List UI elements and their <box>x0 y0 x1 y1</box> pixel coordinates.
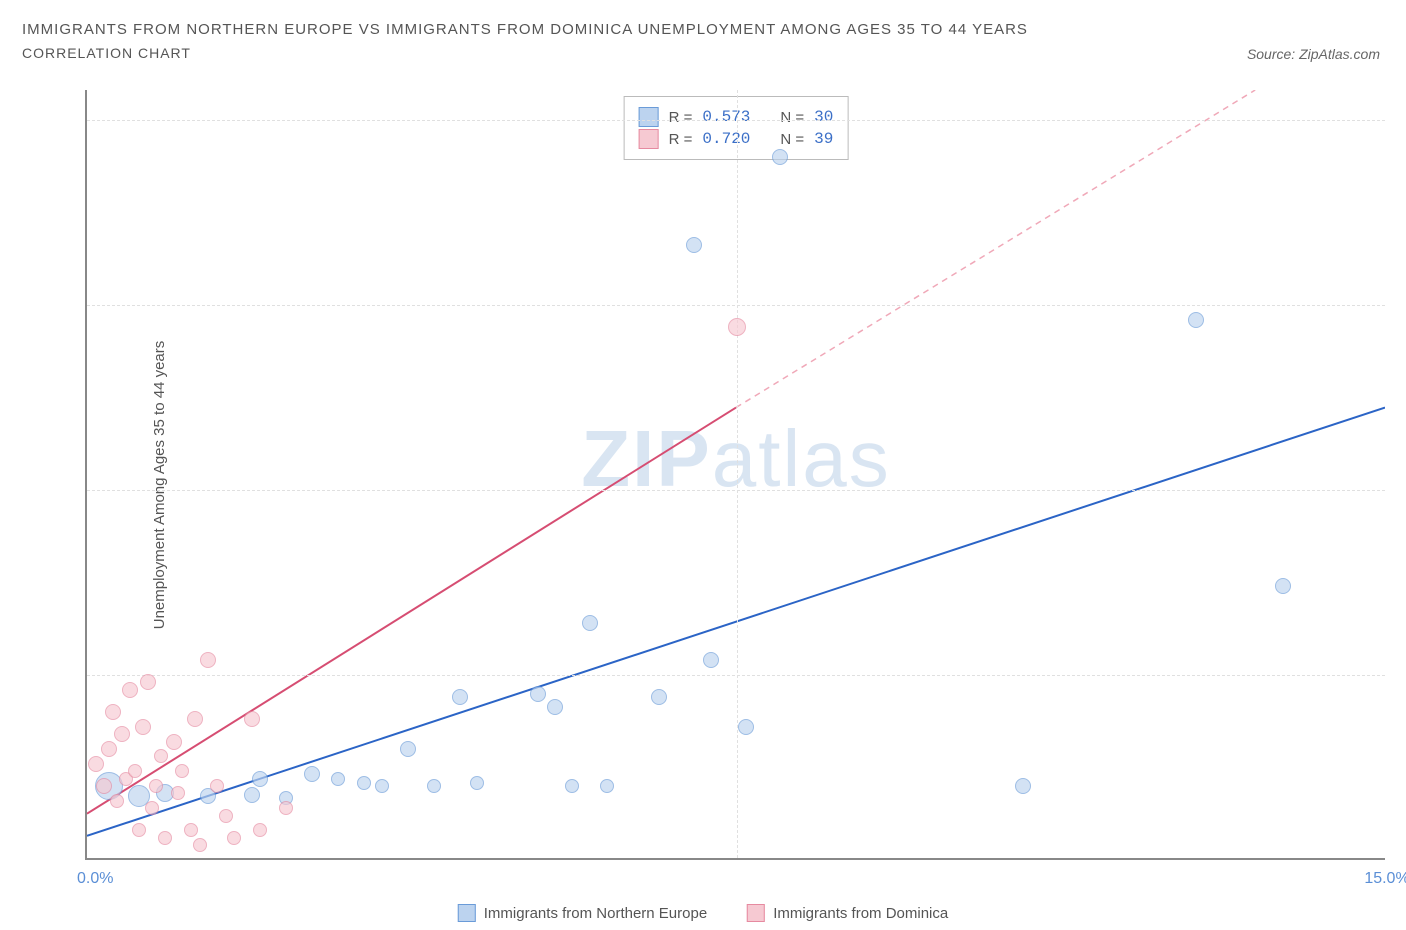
data-point-ne <box>252 771 268 787</box>
data-point-ne <box>400 741 416 757</box>
legend-label-ne: Immigrants from Northern Europe <box>484 905 707 922</box>
source-prefix: Source: <box>1247 46 1299 62</box>
data-point-ne <box>1015 778 1031 794</box>
swatch-ne <box>639 107 659 127</box>
swatch-ne <box>458 904 476 922</box>
swatch-dm <box>747 904 765 922</box>
source-name: ZipAtlas.com <box>1299 46 1380 62</box>
data-point-ne <box>600 779 614 793</box>
data-point-ne <box>1275 578 1291 594</box>
data-point-ne <box>582 615 598 631</box>
legend-item-dm: Immigrants from Dominica <box>747 904 948 922</box>
data-point-ne <box>304 766 320 782</box>
data-point-ne <box>1188 312 1204 328</box>
r-value-ne: 0.573 <box>702 108 750 126</box>
source-credit: Source: ZipAtlas.com <box>1247 46 1380 62</box>
data-point-ne <box>651 689 667 705</box>
plot-area: ZIPatlas R = 0.573 N = 30 R = 0.720 N = … <box>85 90 1385 860</box>
n-label: N = <box>780 131 804 148</box>
data-point-ne <box>452 689 468 705</box>
data-point-dm <box>166 734 182 750</box>
grid-line-v <box>737 90 738 858</box>
data-point-dm <box>210 779 224 793</box>
n-value-ne: 30 <box>814 108 833 126</box>
r-label: R = <box>669 109 693 126</box>
data-point-ne <box>244 787 260 803</box>
x-tick-label: 0.0% <box>77 870 113 888</box>
watermark: ZIPatlas <box>581 413 890 505</box>
r-value-dm: 0.720 <box>702 130 750 148</box>
data-point-dm <box>171 786 185 800</box>
data-point-dm <box>96 778 112 794</box>
n-value-dm: 39 <box>814 130 833 148</box>
data-point-ne <box>530 686 546 702</box>
data-point-dm <box>244 711 260 727</box>
data-point-dm <box>122 682 138 698</box>
grid-line-h <box>87 305 1385 306</box>
data-point-dm <box>158 831 172 845</box>
grid-line-h <box>87 490 1385 491</box>
stats-legend-box: R = 0.573 N = 30 R = 0.720 N = 39 <box>624 96 849 160</box>
data-point-dm <box>145 801 159 815</box>
data-point-dm <box>728 318 746 336</box>
grid-line-h <box>87 120 1385 121</box>
data-point-ne <box>686 237 702 253</box>
data-point-ne <box>703 652 719 668</box>
data-point-dm <box>200 652 216 668</box>
regression-line <box>87 408 1385 836</box>
data-point-dm <box>114 726 130 742</box>
data-point-dm <box>193 838 207 852</box>
regression-lines-layer <box>87 90 1385 858</box>
data-point-dm <box>128 764 142 778</box>
data-point-dm <box>88 756 104 772</box>
chart-header: IMMIGRANTS FROM NORTHERN EUROPE VS IMMIG… <box>0 0 1406 64</box>
data-point-ne <box>427 779 441 793</box>
data-point-dm <box>135 719 151 735</box>
data-point-dm <box>149 779 163 793</box>
data-point-dm <box>105 704 121 720</box>
data-point-ne <box>547 699 563 715</box>
x-tick-label: 15.0% <box>1364 870 1406 888</box>
data-point-dm <box>154 749 168 763</box>
data-point-dm <box>101 741 117 757</box>
data-point-ne <box>738 719 754 735</box>
data-point-dm <box>227 831 241 845</box>
grid-line-h <box>87 675 1385 676</box>
n-label: N = <box>780 109 804 126</box>
r-label: R = <box>669 131 693 148</box>
data-point-ne <box>565 779 579 793</box>
data-point-dm <box>132 823 146 837</box>
stats-row-dm: R = 0.720 N = 39 <box>639 129 834 149</box>
data-point-ne <box>331 772 345 786</box>
legend-label-dm: Immigrants from Dominica <box>773 905 948 922</box>
data-point-dm <box>110 794 124 808</box>
chart-wrap: Unemployment Among Ages 35 to 44 years Z… <box>65 90 1385 880</box>
title-line-1: IMMIGRANTS FROM NORTHERN EUROPE VS IMMIG… <box>22 18 1384 42</box>
legend-item-ne: Immigrants from Northern Europe <box>458 904 707 922</box>
data-point-dm <box>253 823 267 837</box>
title-line-2: CORRELATION CHART <box>22 42 1384 64</box>
data-point-dm <box>279 801 293 815</box>
data-point-ne <box>375 779 389 793</box>
stats-row-ne: R = 0.573 N = 30 <box>639 107 834 127</box>
data-point-ne <box>470 776 484 790</box>
data-point-dm <box>187 711 203 727</box>
data-point-ne <box>772 149 788 165</box>
data-point-dm <box>184 823 198 837</box>
data-point-ne <box>357 776 371 790</box>
data-point-dm <box>175 764 189 778</box>
data-point-dm <box>219 809 233 823</box>
data-point-dm <box>140 674 156 690</box>
swatch-dm <box>639 129 659 149</box>
bottom-legend: Immigrants from Northern Europe Immigran… <box>458 904 948 922</box>
